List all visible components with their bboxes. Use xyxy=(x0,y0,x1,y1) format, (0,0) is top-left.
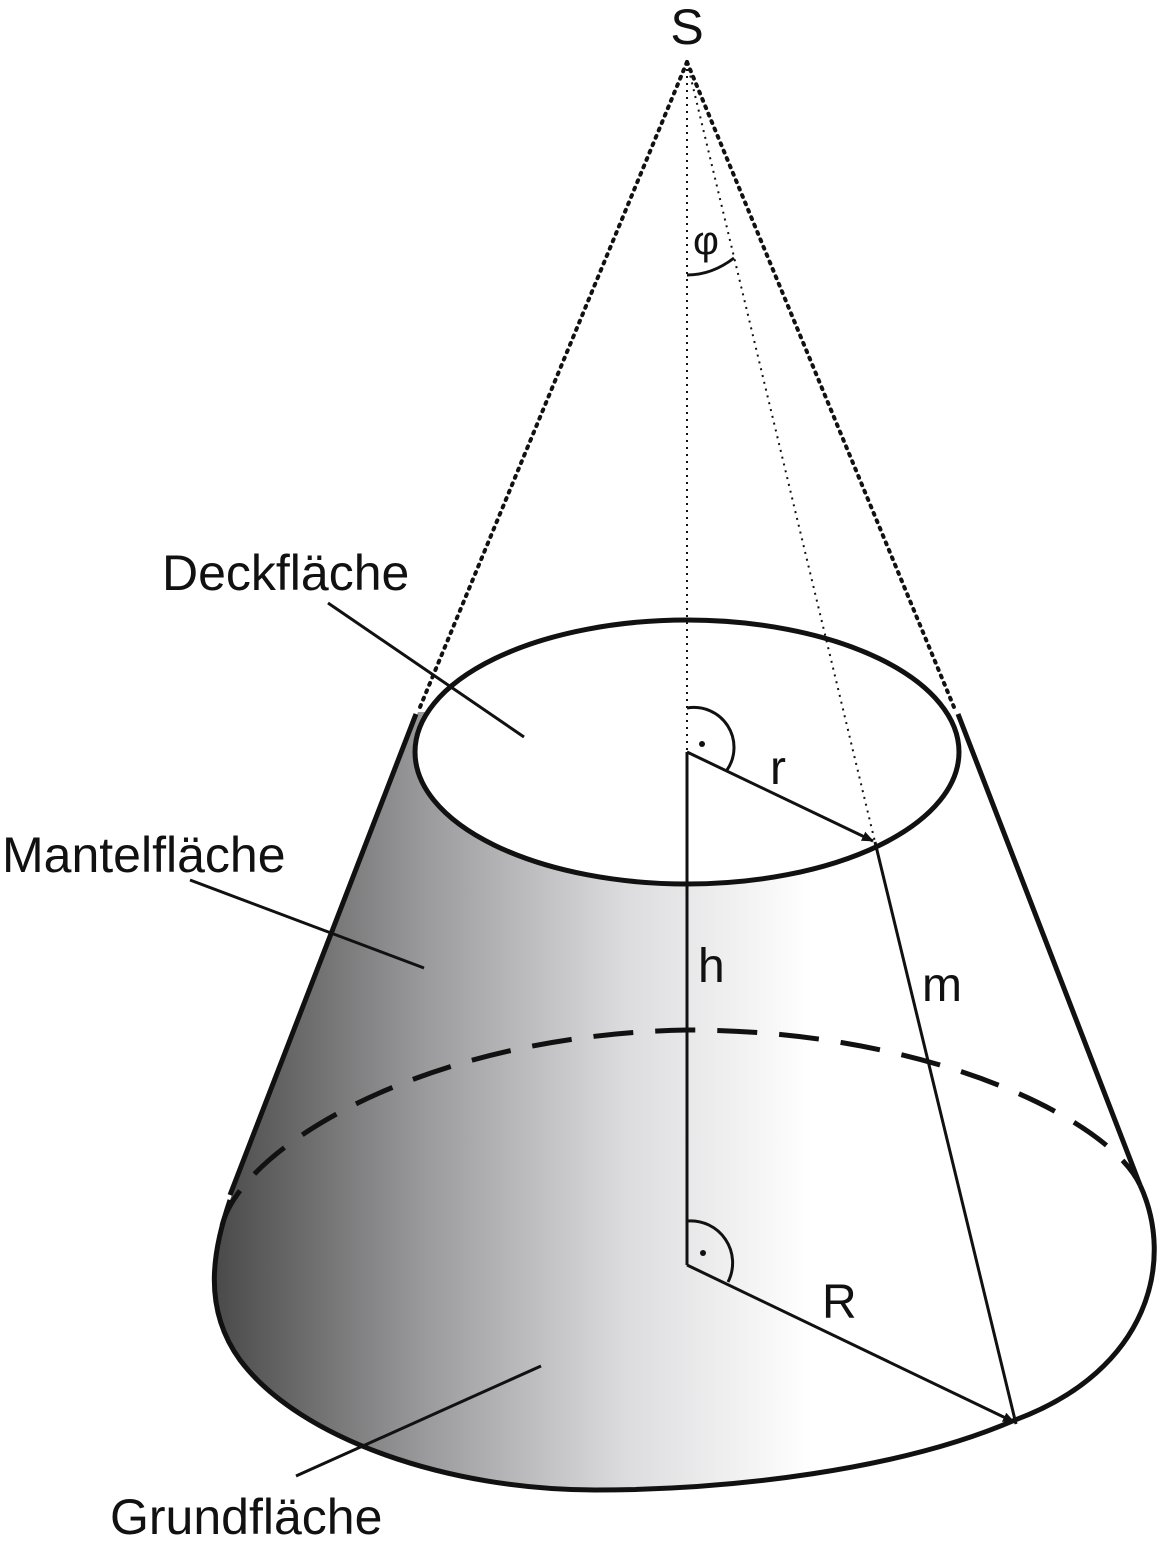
lateral-leader xyxy=(189,878,425,970)
large-radius-label: R xyxy=(822,1276,857,1329)
right-angle-bottom xyxy=(686,1219,735,1283)
left-slant-edge xyxy=(227,713,419,1196)
top-face-label: Deckfläche xyxy=(162,545,409,601)
angle-phi-arc xyxy=(686,256,735,277)
right-angle-top xyxy=(686,705,736,771)
slant-height-line xyxy=(873,841,1018,1425)
base-face-leader xyxy=(295,1364,542,1478)
base-front-edge xyxy=(211,1183,1157,1493)
right-angle-bottom-dot xyxy=(700,1250,706,1256)
small-radius-line xyxy=(686,750,874,843)
angle-label: φ xyxy=(693,219,719,263)
apex-label: S xyxy=(670,0,703,55)
slant-height-label: m xyxy=(922,959,962,1012)
apex-left-guide xyxy=(416,60,689,714)
base-face-label: Grundfläche xyxy=(110,1489,382,1544)
height-label: h xyxy=(698,940,725,993)
small-radius-label: r xyxy=(770,742,786,795)
lateral-surface-shading xyxy=(214,712,1154,1490)
right-angle-top-dot xyxy=(699,741,705,747)
large-radius-line xyxy=(686,1263,1015,1424)
right-slant-edge xyxy=(955,713,1143,1186)
slant-guide xyxy=(686,61,876,843)
lateral-surface-label: Mantelfläche xyxy=(2,827,286,883)
apex-right-guide xyxy=(685,60,958,714)
top-face-leader xyxy=(327,601,525,739)
